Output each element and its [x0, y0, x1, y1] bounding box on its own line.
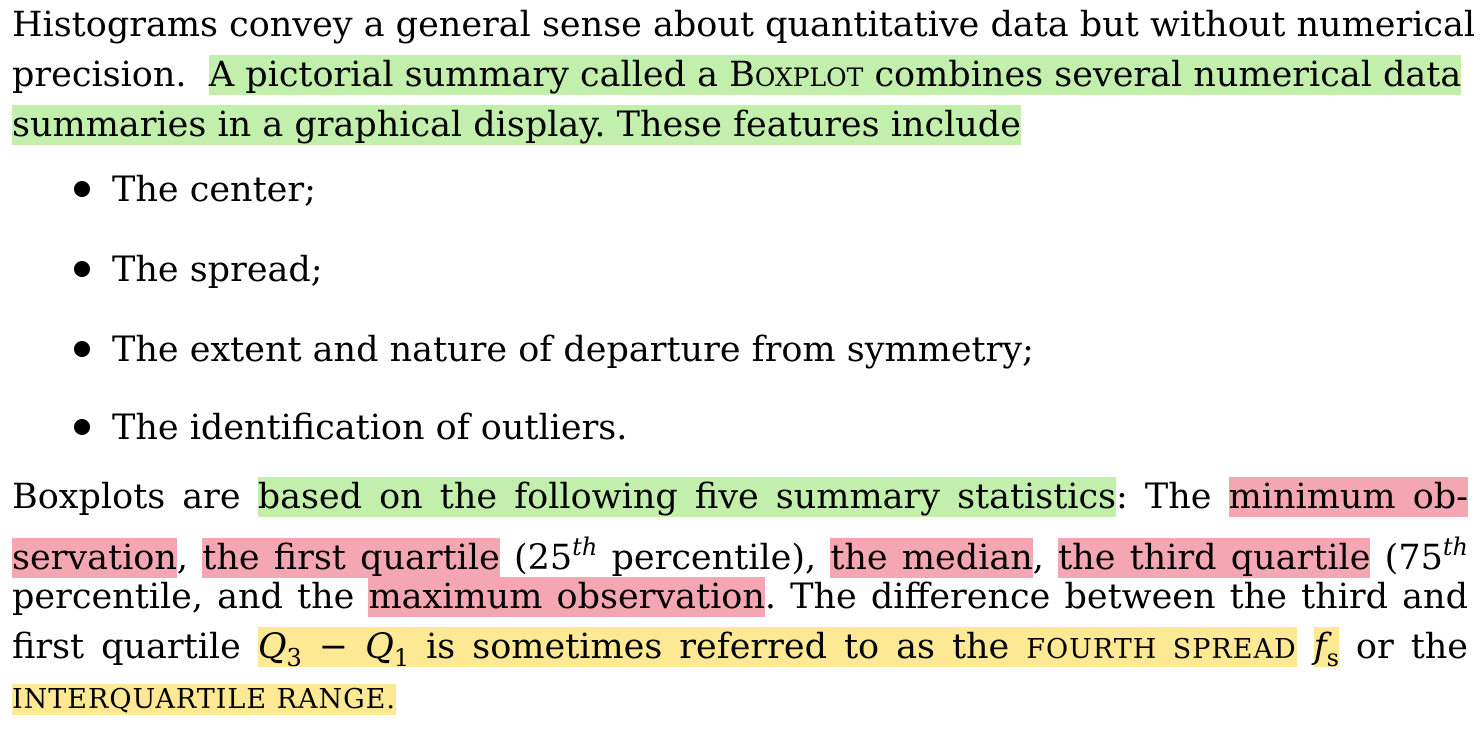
highlight-text: combines several numerical data: [863, 55, 1462, 95]
subscript: 3: [286, 644, 302, 672]
math-minus: −: [301, 627, 366, 667]
boxplot-term: Boxplot: [729, 55, 864, 95]
list-item: The identification of outliers.: [74, 403, 627, 453]
body-text: (25: [499, 538, 573, 578]
highlight-green: summaries in a graphical display. These …: [12, 105, 1021, 145]
document-page: Histograms convey a general sense about …: [12, 0, 1476, 743]
bullet-icon: [74, 341, 90, 357]
highlight-red: the median: [830, 538, 1033, 578]
highlight-text: A pictorial summary called a: [208, 55, 730, 95]
list-item: The extent and nature of departure from …: [74, 325, 1034, 375]
fourth-spread-term: fourth spread: [1026, 634, 1297, 665]
intro-paragraph: Histograms convey a general sense about …: [12, 0, 1476, 150]
summary-line-5: interquartile range.: [12, 672, 1468, 722]
highlight-red: servation: [12, 538, 177, 578]
highlight-red: minimum ob-: [1228, 477, 1468, 517]
intro-text: precision.: [12, 55, 187, 95]
list-item-text: The spread;: [112, 250, 323, 290]
body-text: . The difference between the third and: [764, 577, 1468, 617]
math-q: Q: [365, 627, 394, 667]
body-text: percentile),: [597, 538, 831, 578]
highlight-red: the third quartile: [1058, 538, 1371, 578]
intro-line-1: Histograms convey a general sense about …: [12, 5, 1476, 45]
summary-line-1: Boxplots are based on the following five…: [12, 472, 1468, 522]
list-item: The spread;: [74, 245, 323, 295]
superscript: th: [1442, 533, 1468, 561]
body-text: (75: [1370, 538, 1443, 578]
subscript: s: [1326, 644, 1339, 672]
body-text: ,: [176, 538, 203, 578]
math-q: Q: [257, 627, 287, 667]
highlight-green: based on the following five summary stat…: [257, 477, 1117, 517]
body-text: Boxplots are: [12, 477, 258, 517]
highlight-red: the first quartile: [202, 538, 500, 578]
highlight-red: maximum observation: [368, 577, 765, 617]
highlight-yellow: Q3 − Q1: [257, 627, 410, 672]
subscript: 1: [393, 644, 410, 672]
intro-line-2: precision. A pictorial summary called a …: [12, 50, 1468, 100]
list-item: The center;: [74, 165, 316, 215]
body-text: ,: [1032, 538, 1059, 578]
body-text: first quartile: [12, 627, 258, 667]
body-text: or the: [1338, 627, 1469, 667]
list-item-text: The center;: [112, 170, 316, 210]
bullet-icon: [74, 261, 90, 277]
summary-line-4: first quartile Q3 − Q1 is sometimes refe…: [12, 622, 1468, 672]
summary-line-3: percentile, and the maximum observation.…: [12, 572, 1468, 622]
math-f: f: [1313, 627, 1327, 667]
body-text: percentile, and the: [12, 577, 369, 617]
highlight-yellow: is sometimes referred to as the fourth s…: [409, 627, 1297, 667]
interquartile-range-term: interquartile range.: [12, 684, 396, 715]
highlight-text: is sometimes referred to as the: [409, 627, 1027, 667]
bullet-icon: [74, 419, 90, 435]
highlight-green: A pictorial summary called a Boxplot com…: [208, 55, 1462, 95]
body-text: : The: [1116, 477, 1229, 517]
highlight-yellow: fs: [1313, 627, 1339, 672]
intro-line-3: summaries in a graphical display. These …: [12, 100, 1468, 150]
summary-line-2: servation, the first quartile (25th perc…: [12, 522, 1468, 578]
superscript: th: [572, 533, 598, 561]
bullet-icon: [74, 181, 90, 197]
list-item-text: The extent and nature of departure from …: [112, 330, 1034, 370]
list-item-text: The identification of outliers.: [112, 408, 628, 448]
summary-paragraph: Boxplots are based on the following five…: [12, 472, 1468, 722]
